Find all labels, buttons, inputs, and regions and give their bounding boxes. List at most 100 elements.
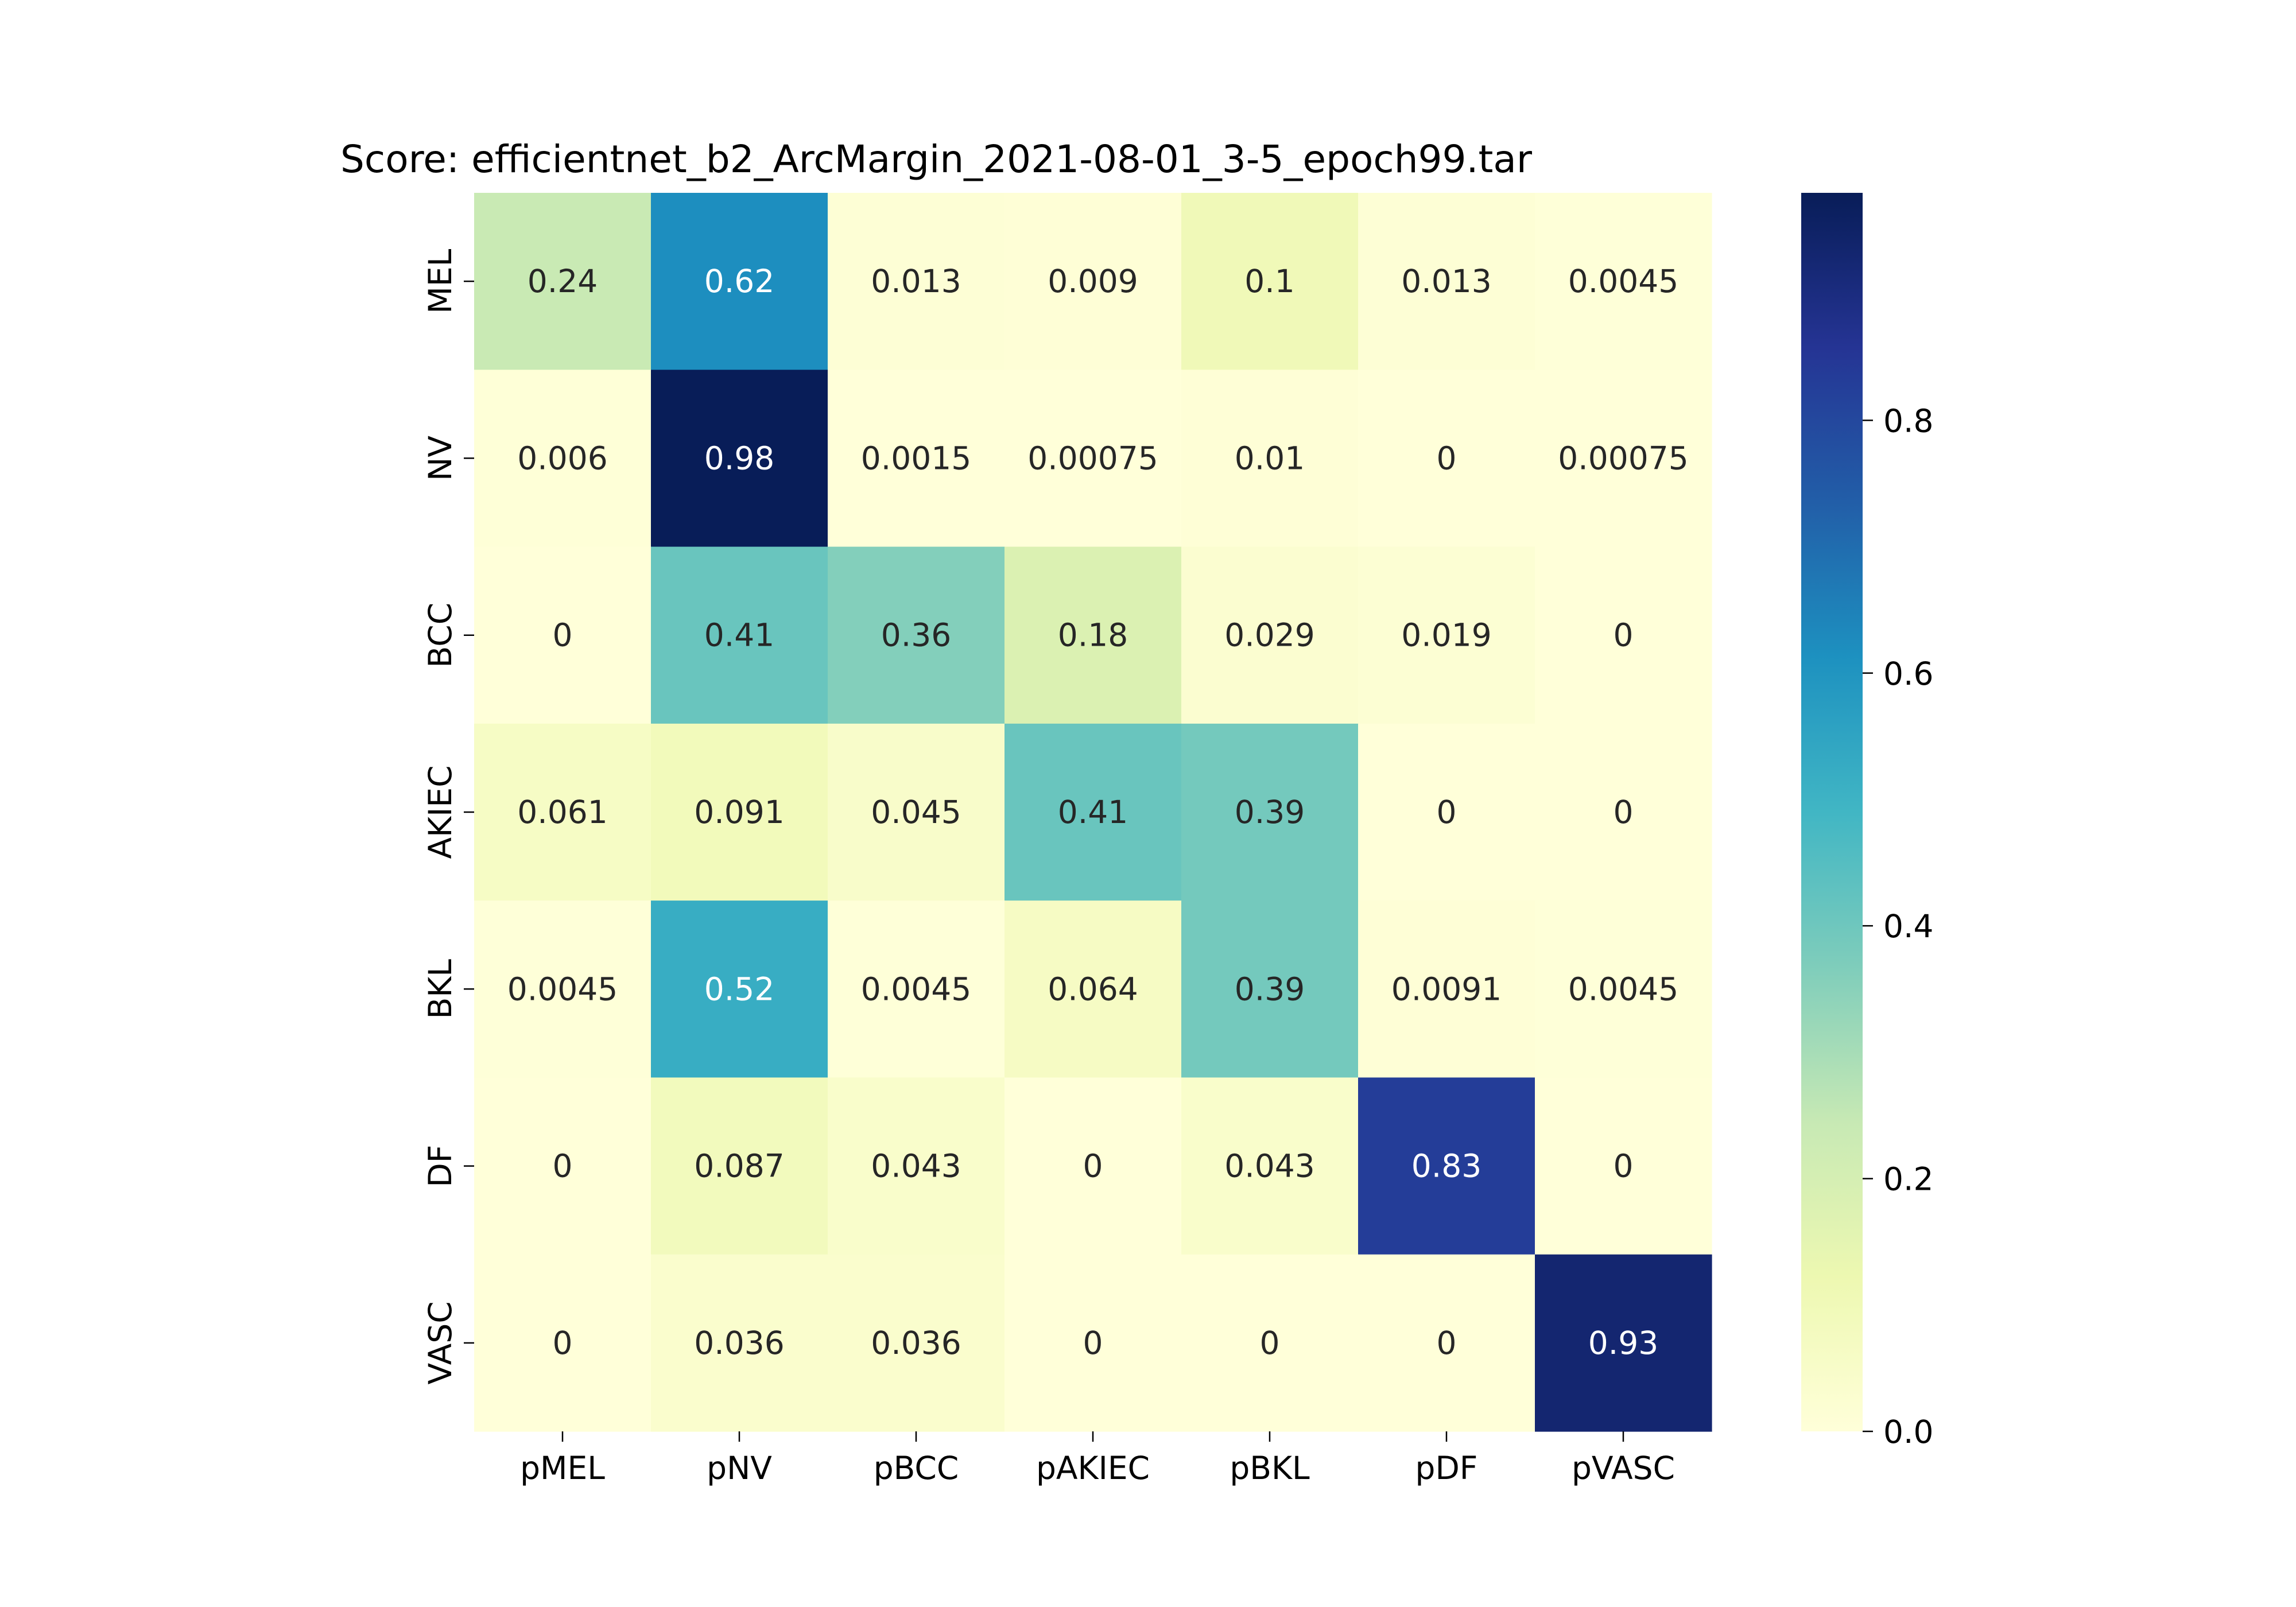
colorbar: 0.0 0.2 0.4 0.6 0.8 <box>1801 193 1933 1450</box>
heatmap-cell <box>1535 546 1712 724</box>
heatmap-cell <box>474 1077 651 1255</box>
heatmap-cell <box>1358 370 1535 548</box>
heatmap-cell-label: 0.00075 <box>1027 440 1158 476</box>
heatmap-cell <box>1535 193 1712 370</box>
heatmap-cell-label: 0 <box>1614 1148 1634 1185</box>
heatmap-cell <box>1358 546 1535 724</box>
heatmap-cell-label: 0.52 <box>704 971 774 1007</box>
heatmap-cell-label: 0 <box>1437 794 1457 830</box>
heatmap-cell <box>1358 193 1535 370</box>
x-tick-label: pBKL <box>1230 1450 1310 1486</box>
heatmap-cell <box>651 1254 828 1432</box>
heatmap-cell <box>1181 1254 1359 1432</box>
heatmap-cell <box>474 1254 651 1432</box>
heatmap-cell-label: 0.013 <box>871 263 961 300</box>
colorbar-tick-label: 0.8 <box>1883 402 1933 439</box>
heatmap-cell-label: 0 <box>1437 440 1457 476</box>
heatmap-cell <box>651 1077 828 1255</box>
heatmap-cell <box>1181 370 1359 548</box>
heatmap-cell-labels: 0.24 0.62 0.013 0.009 0.1 0.013 0.0045 0.006 0.9… <box>507 263 1689 1361</box>
heatmap-cell <box>474 546 651 724</box>
heatmap-cell <box>474 723 651 901</box>
heatmap-cell <box>828 1077 1005 1255</box>
heatmap-cell <box>474 900 651 1078</box>
heatmap-cell <box>651 546 828 724</box>
heatmap-cell-label: 0.36 <box>881 617 951 654</box>
heatmap-cell <box>474 370 651 548</box>
chart-title: Score: efficientnet_b2_ArcMargin_2021-08… <box>340 137 1533 181</box>
y-tick-label: NV <box>422 436 459 481</box>
heatmap-cell <box>1358 900 1535 1078</box>
heatmap-cell-label: 0 <box>1614 617 1634 654</box>
heatmap-cell-label: 0 <box>1083 1148 1103 1185</box>
x-tick-label: pMEL <box>520 1450 605 1486</box>
heatmap-cell-label: 0.013 <box>1401 263 1491 300</box>
y-tick-label: BCC <box>422 603 459 668</box>
heatmap-cell-label: 0.83 <box>1411 1148 1481 1185</box>
y-axis: MEL NV BCC AKIEC BKL DF VASC <box>422 249 474 1384</box>
heatmap-cell <box>1358 1254 1535 1432</box>
heatmap-cell-label: 0.18 <box>1058 617 1128 654</box>
heatmap-cell-label: 0.41 <box>1058 794 1128 830</box>
heatmap-cell-label: 0.0015 <box>861 440 971 476</box>
heatmap-cell-label: 0.036 <box>694 1325 784 1361</box>
heatmap-cell <box>1535 1254 1712 1432</box>
heatmap-cell-label: 0.091 <box>694 794 784 830</box>
heatmap-cell-label: 0.00075 <box>1558 440 1688 476</box>
heatmap-cell-label: 0.087 <box>694 1148 784 1185</box>
heatmap-cell-label: 0.62 <box>704 263 774 300</box>
heatmap-cell <box>1004 900 1182 1078</box>
heatmap-cell <box>1004 1077 1182 1255</box>
heatmap-cell-label: 0.0045 <box>507 971 618 1007</box>
heatmap-cell <box>1004 193 1182 370</box>
heatmap-cell <box>1181 900 1359 1078</box>
heatmap-cell-label: 0.064 <box>1048 971 1138 1007</box>
heatmap-cell <box>1004 370 1182 548</box>
x-tick-label: pAKIEC <box>1036 1450 1150 1486</box>
heatmap-cell <box>1181 723 1359 901</box>
heatmap-cell-label: 0.1 <box>1244 263 1294 300</box>
heatmap-cell <box>1535 900 1712 1078</box>
heatmap-cell <box>474 193 651 370</box>
heatmap-cell-label: 0 <box>1437 1325 1457 1361</box>
heatmap-cell-label: 0.061 <box>517 794 607 830</box>
heatmap-cell <box>828 1254 1005 1432</box>
heatmap-cell-label: 0.0045 <box>861 971 971 1007</box>
heatmap-cell <box>651 193 828 370</box>
heatmap-cell <box>1004 1254 1182 1432</box>
x-tick-label: pVASC <box>1572 1450 1675 1486</box>
heatmap-cell <box>1004 546 1182 724</box>
heatmap-cell-label: 0.045 <box>871 794 961 830</box>
heatmap-cell-label: 0 <box>553 1325 573 1361</box>
colorbar-tick-label: 0.6 <box>1883 655 1933 692</box>
x-tick-label: pDF <box>1415 1450 1478 1486</box>
heatmap-cell-label: 0.01 <box>1235 440 1305 476</box>
heatmap-cell-label: 0.93 <box>1588 1325 1658 1361</box>
heatmap-cells <box>474 193 1712 1432</box>
heatmap-cell <box>1535 723 1712 901</box>
heatmap-cell-label: 0 <box>1260 1325 1280 1361</box>
heatmap-cell-label: 0 <box>1614 794 1634 830</box>
colorbar-tick-label: 0.0 <box>1883 1414 1933 1450</box>
heatmap-cell-label: 0.029 <box>1224 617 1314 654</box>
y-tick-label: DF <box>422 1145 459 1187</box>
heatmap-cell <box>828 900 1005 1078</box>
heatmap-cell <box>651 370 828 548</box>
heatmap-cell <box>1181 193 1359 370</box>
heatmap-cell <box>1535 1077 1712 1255</box>
heatmap-cell <box>828 193 1005 370</box>
x-tick-label: pNV <box>707 1450 772 1486</box>
heatmap-cell <box>1181 546 1359 724</box>
heatmap-cell-label: 0 <box>553 617 573 654</box>
heatmap-cell <box>828 546 1005 724</box>
heatmap-cell-label: 0.036 <box>871 1325 961 1361</box>
heatmap-cell-label: 0.0091 <box>1391 971 1502 1007</box>
colorbar-tick-label: 0.2 <box>1883 1161 1933 1198</box>
heatmap-cell <box>1181 1077 1359 1255</box>
heatmap-cell-label: 0.0045 <box>1568 263 1678 300</box>
heatmap-cell-label: 0.043 <box>871 1148 961 1185</box>
colorbar-gradient <box>1801 193 1863 1431</box>
heatmap-cell-label: 0.39 <box>1235 971 1305 1007</box>
